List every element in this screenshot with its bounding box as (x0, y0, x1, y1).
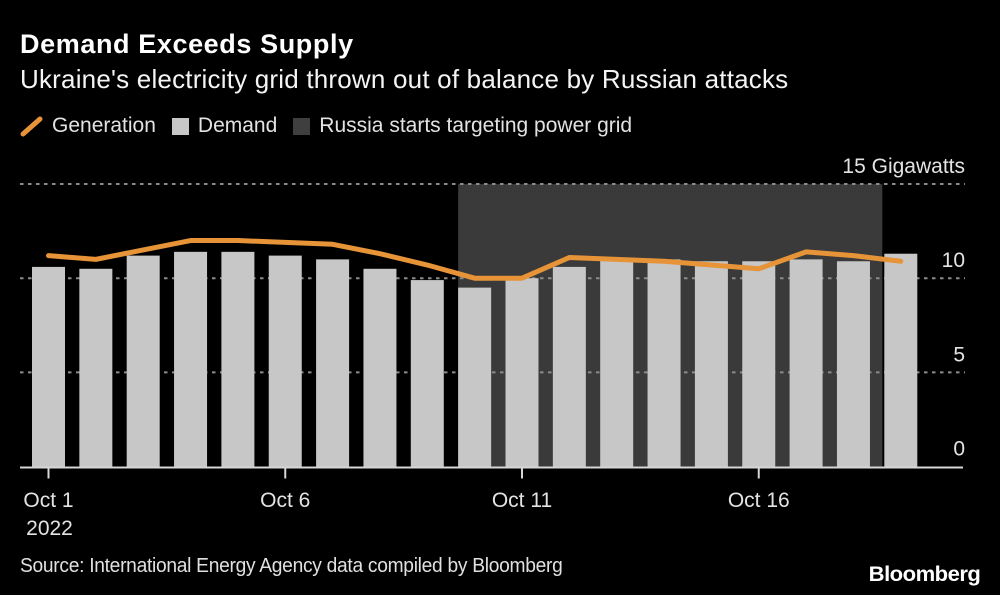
x-tick-label: Oct 6 (260, 489, 310, 512)
y-tick-label: 15 Gigawatts (842, 155, 965, 178)
x-tick-label: Oct 11 (492, 489, 552, 512)
legend-label-demand: Demand (197, 114, 278, 137)
legend-item-demand: Demand (171, 114, 278, 138)
chart-subtitle: Ukraine's electricity grid thrown out of… (20, 64, 789, 94)
demand-swatch-icon (171, 117, 189, 135)
demand-bar (126, 255, 160, 467)
demand-bar (694, 261, 728, 467)
y-tick-label: 5 (953, 343, 965, 366)
demand-bar (742, 261, 776, 467)
x-tick-label: Oct 16 (728, 489, 790, 512)
demand-bar (268, 255, 302, 467)
legend-item-generation: Generation (20, 114, 156, 138)
generation-slash-icon (20, 116, 43, 137)
chart-title: Demand Exceeds Supply (20, 29, 354, 59)
demand-bar (552, 266, 586, 467)
demand-bar (836, 261, 870, 467)
legend-item-russia-region: Russia starts targeting power grid (293, 114, 632, 138)
demand-bar (458, 287, 492, 467)
y-tick-label: 10 (942, 249, 965, 272)
demand-bar (505, 278, 539, 467)
demand-bar (174, 251, 208, 467)
source-attribution: Source: International Energy Agency data… (20, 555, 563, 577)
bloomberg-logo: Bloomberg (868, 563, 980, 586)
demand-bar (647, 259, 681, 467)
y-tick-label: 0 (953, 438, 965, 461)
demand-bar (316, 259, 350, 467)
demand-bar (600, 259, 634, 467)
demand-bar (410, 280, 444, 467)
legend-label-generation: Generation (52, 114, 156, 137)
russia-region-swatch-icon (293, 117, 311, 135)
demand-bar (79, 268, 113, 467)
demand-bar (789, 259, 823, 467)
legend-label-russia-region: Russia starts targeting power grid (319, 114, 633, 137)
demand-bar (32, 266, 65, 467)
x-tick-label: Oct 1 (23, 489, 73, 512)
x-tick-year: 2022 (26, 517, 73, 540)
chart-legend: Generation Demand Russia starts targetin… (20, 114, 632, 138)
demand-bar (363, 268, 397, 467)
demand-bar (884, 253, 918, 467)
generation-line (46, 238, 904, 281)
demand-bar (221, 251, 255, 467)
